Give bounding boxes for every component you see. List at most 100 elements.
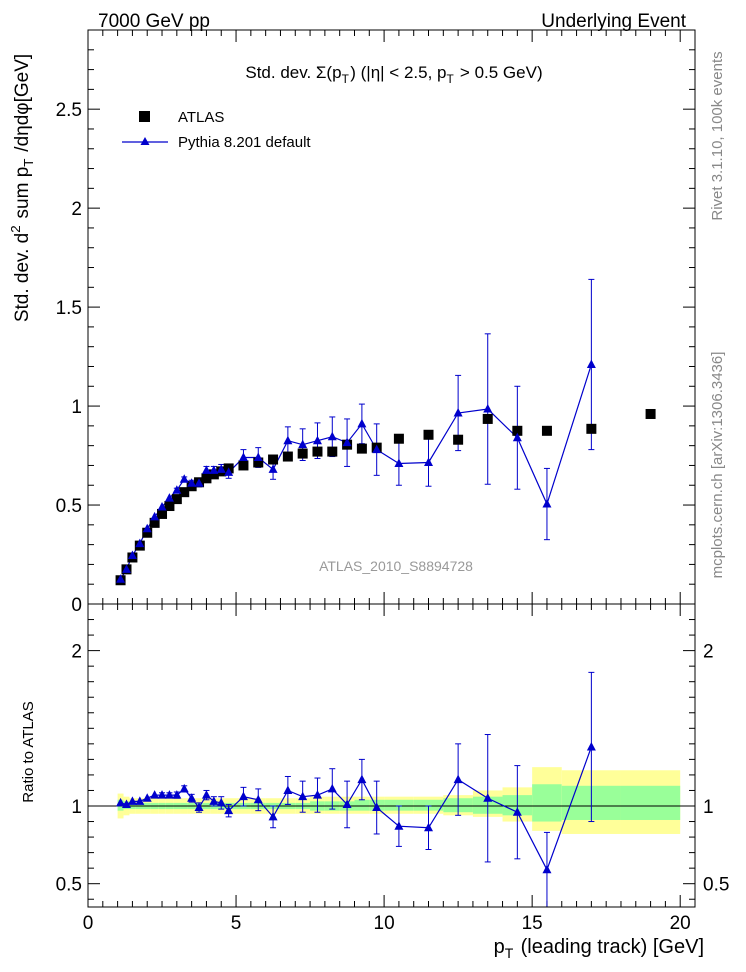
ratio-green-band — [413, 799, 444, 811]
pythia-point — [586, 359, 596, 369]
ratio-y-tick-label-right: 2 — [703, 642, 714, 663]
main-y-axis-label: Std. dev. d2 sum pT /dηdφ[GeV] — [8, 54, 36, 322]
pythia-point — [312, 435, 322, 445]
atlas-point — [586, 423, 597, 434]
header-right: Underlying Event — [541, 11, 686, 32]
ratio-y-tick-label: 0.5 — [56, 875, 82, 896]
atlas-point — [297, 448, 308, 459]
pythia-point — [238, 452, 248, 462]
atlas-point — [282, 451, 293, 462]
pythia-point — [342, 437, 352, 447]
atlas-point — [423, 429, 434, 440]
pythia-point — [157, 502, 167, 511]
pythia-point — [201, 465, 211, 474]
pythia-point — [453, 407, 463, 417]
ratio-point — [209, 796, 219, 805]
header-left: 7000 GeV pp — [98, 11, 210, 32]
pythia-point — [394, 458, 404, 467]
ratio-point — [283, 785, 293, 794]
pythia-point — [187, 478, 197, 487]
pythia-point — [179, 474, 189, 483]
legend-pythia-marker — [140, 137, 150, 145]
atlas-point — [253, 457, 264, 468]
pythia-point — [172, 485, 182, 494]
ratio-point — [157, 790, 167, 799]
main-y-tick-label: 2 — [71, 199, 82, 220]
pythia-point — [150, 511, 160, 521]
main-y-tick-label: 1.5 — [56, 298, 82, 319]
ratio-y-axis-label: Ratio to ATLAS — [20, 701, 37, 802]
ratio-point — [142, 793, 152, 802]
atlas-point — [453, 434, 464, 445]
ratio-point — [179, 783, 189, 793]
ratio-point — [542, 864, 552, 874]
atlas-point — [312, 446, 323, 457]
atlas-point — [142, 527, 153, 538]
ratio-point — [298, 791, 308, 801]
ratio-green-band — [620, 785, 681, 820]
main-y-tick-label: 1 — [71, 397, 82, 418]
ratio-point — [150, 790, 160, 799]
rivet-version-label: Rivet 3.1.10, 100k events — [709, 51, 726, 220]
atlas-point — [327, 446, 338, 457]
atlas-point — [171, 494, 182, 505]
ratio-point — [424, 822, 434, 832]
pythia-point — [194, 478, 204, 487]
ratio-green-band — [532, 784, 562, 822]
pythia-point — [164, 493, 174, 502]
ratio-point — [224, 805, 234, 815]
main-y-tick-label: 2.5 — [56, 100, 82, 121]
ratio-y-tick-label-right: 0.5 — [703, 875, 729, 896]
pythia-point — [372, 444, 382, 454]
atlas-point — [393, 433, 404, 444]
pythia-point — [542, 499, 552, 508]
pythia-point — [424, 457, 434, 466]
ratio-point — [312, 790, 322, 799]
pythia-point — [209, 465, 219, 474]
ratio-point — [253, 794, 263, 804]
ratio-point — [216, 797, 226, 807]
ratio-panel: 0 5 10 15 20 0.5 0.5 1 1 2 2 Ratio to ATLAS pT (le… — [20, 603, 729, 961]
ratio-point — [194, 802, 204, 812]
x-tick-label: 10 — [374, 913, 395, 934]
atlas-point — [164, 501, 175, 512]
atlas-point — [157, 508, 168, 519]
atlas-point — [645, 408, 656, 419]
legend-pythia-label: Pythia 8.201 default — [178, 134, 311, 151]
source-credit-label: mcplots.cern.ch [arXiv:1306.3436] — [709, 352, 726, 579]
ratio-point — [357, 774, 367, 784]
x-tick-label: 5 — [231, 913, 242, 934]
pythia-point — [483, 404, 493, 413]
atlas-point — [512, 425, 523, 436]
atlas-point — [268, 454, 279, 465]
ratio-point — [172, 790, 182, 799]
ratio-point — [372, 802, 382, 812]
pythia-point — [116, 574, 126, 583]
ratio-point — [164, 790, 174, 799]
main-ticks: 0 0.5 1 1.5 2 2.5 — [56, 30, 695, 616]
pythia-point — [283, 435, 293, 445]
ratio-point — [201, 790, 211, 799]
ratio-point — [116, 797, 126, 807]
atlas-point — [482, 413, 493, 424]
legend-atlas-label: ATLAS — [178, 109, 224, 126]
pythia-point — [121, 564, 131, 573]
ratio-point — [268, 811, 278, 821]
ratio-point — [453, 774, 463, 784]
main-panel: 0 0.5 1 1.5 2 2.5 ATLAS_2010_S8894728 Std. de… — [8, 29, 696, 616]
pythia-point — [268, 464, 278, 473]
analysis-watermark: ATLAS_2010_S8894728 — [319, 558, 473, 574]
ratio-y-tick-label: 2 — [71, 642, 82, 663]
pythia-point — [142, 523, 152, 533]
pythia-point — [512, 432, 522, 442]
x-tick-label: 20 — [670, 913, 691, 934]
atlas-point — [238, 460, 249, 471]
pythia-point — [298, 439, 308, 449]
ratio-point — [135, 796, 145, 805]
pythia-point — [224, 467, 234, 476]
ratio-point — [342, 799, 352, 808]
ratio-point — [327, 783, 337, 793]
ratio-point — [187, 793, 197, 802]
pythia-line — [120, 364, 592, 580]
